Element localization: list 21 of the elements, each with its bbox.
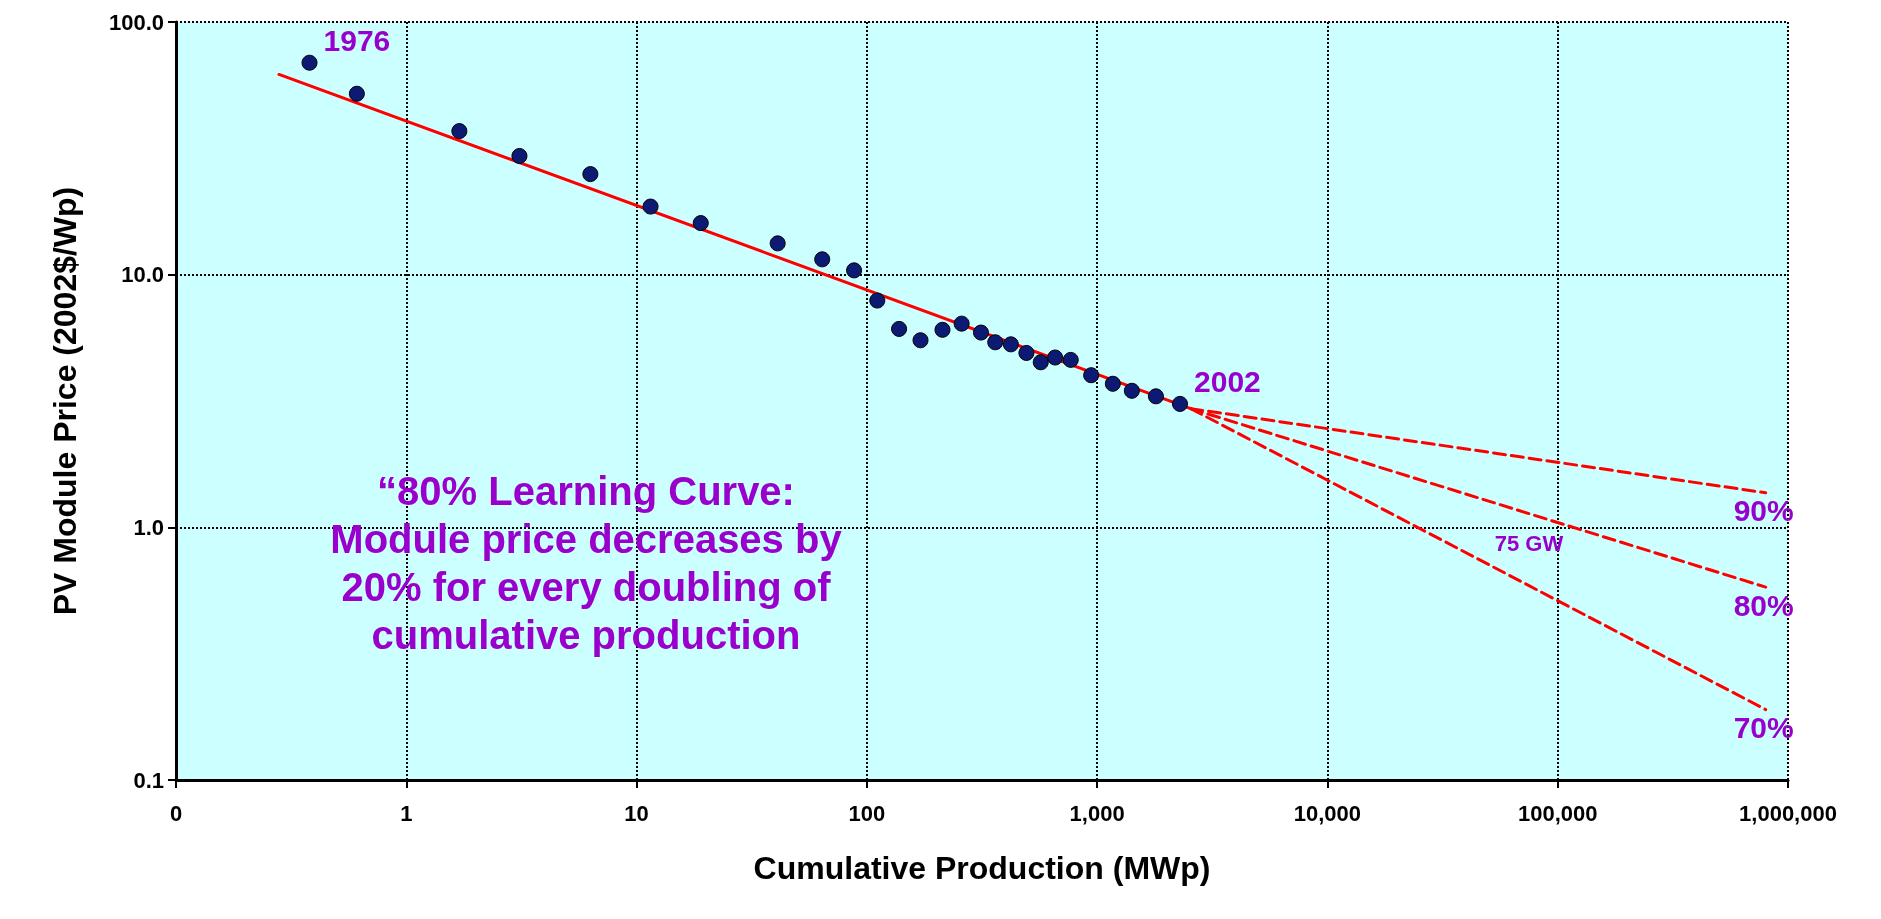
x-tick-label: 1,000,000 (1739, 800, 1837, 826)
annotation: 2002 (1194, 365, 1261, 399)
y-tick-label: 100.0 (108, 9, 164, 35)
x-axis-title: Cumulative Production (MWp) (753, 850, 1211, 886)
x-tick-label: 100 (848, 800, 886, 826)
annotation: 70% (1733, 711, 1794, 745)
x-tick-label: 100,000 (1517, 800, 1598, 826)
annotation: “80% Learning Curve: Module price decreases by 20% for every doubling of cumulative production (330, 469, 843, 657)
x-tick-label: 0 (169, 800, 183, 826)
x-tick-label: 1,000 (1069, 800, 1125, 826)
annotation: 90% (1733, 494, 1794, 528)
y-tick-label: 0.1 (133, 767, 164, 793)
x-tick-label: 10,000 (1293, 800, 1362, 826)
y-axis-title: PV Module Price (2002$/Wp) (47, 186, 83, 616)
annotation: 75 GW (1494, 531, 1564, 557)
y-tick-label: 10.0 (121, 262, 164, 288)
x-tick-label: 10 (624, 800, 649, 826)
annotation: 80% (1733, 588, 1794, 622)
x-tick-label: 1 (400, 800, 413, 826)
annotation: 1976 (323, 24, 391, 58)
y-tick-label: 1.0 (133, 514, 164, 540)
